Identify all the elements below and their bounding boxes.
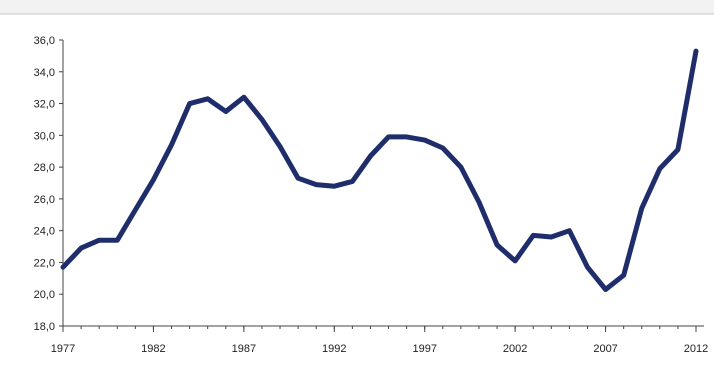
series-group [63, 51, 696, 290]
x-tick-label: 2012 [684, 343, 708, 355]
top-banner-band [0, 0, 714, 14]
series-line [63, 51, 696, 289]
y-tick-label: 22,0 [34, 257, 55, 269]
y-axis: 18,0 20,0 22,0 24,0 26,0 28,0 30,0 32,0 34,0 36,0 [34, 35, 63, 333]
y-tick-label: 30,0 [34, 130, 55, 142]
y-tick-label: 28,0 [34, 162, 55, 174]
x-tick-label: 2007 [593, 343, 617, 355]
x-tick-label: 1982 [141, 343, 165, 355]
x-tick-label: 1977 [51, 343, 75, 355]
y-tick-label: 24,0 [34, 226, 55, 238]
y-tick-label: 32,0 [34, 99, 55, 111]
x-tick-label: 1997 [412, 343, 436, 355]
x-tick-label: 2002 [503, 343, 527, 355]
y-tick-label: 34,0 [34, 67, 55, 79]
x-tick-label: 1987 [232, 343, 256, 355]
y-tick-label: 36,0 [34, 35, 55, 47]
y-tick-label: 18,0 [34, 321, 55, 333]
y-tick-label: 26,0 [34, 194, 55, 206]
x-axis: 1977 1982 1987 1992 1997 2002 2007 2012 [51, 326, 708, 355]
y-tick-label: 20,0 [34, 289, 55, 301]
x-tick-label: 1992 [322, 343, 346, 355]
